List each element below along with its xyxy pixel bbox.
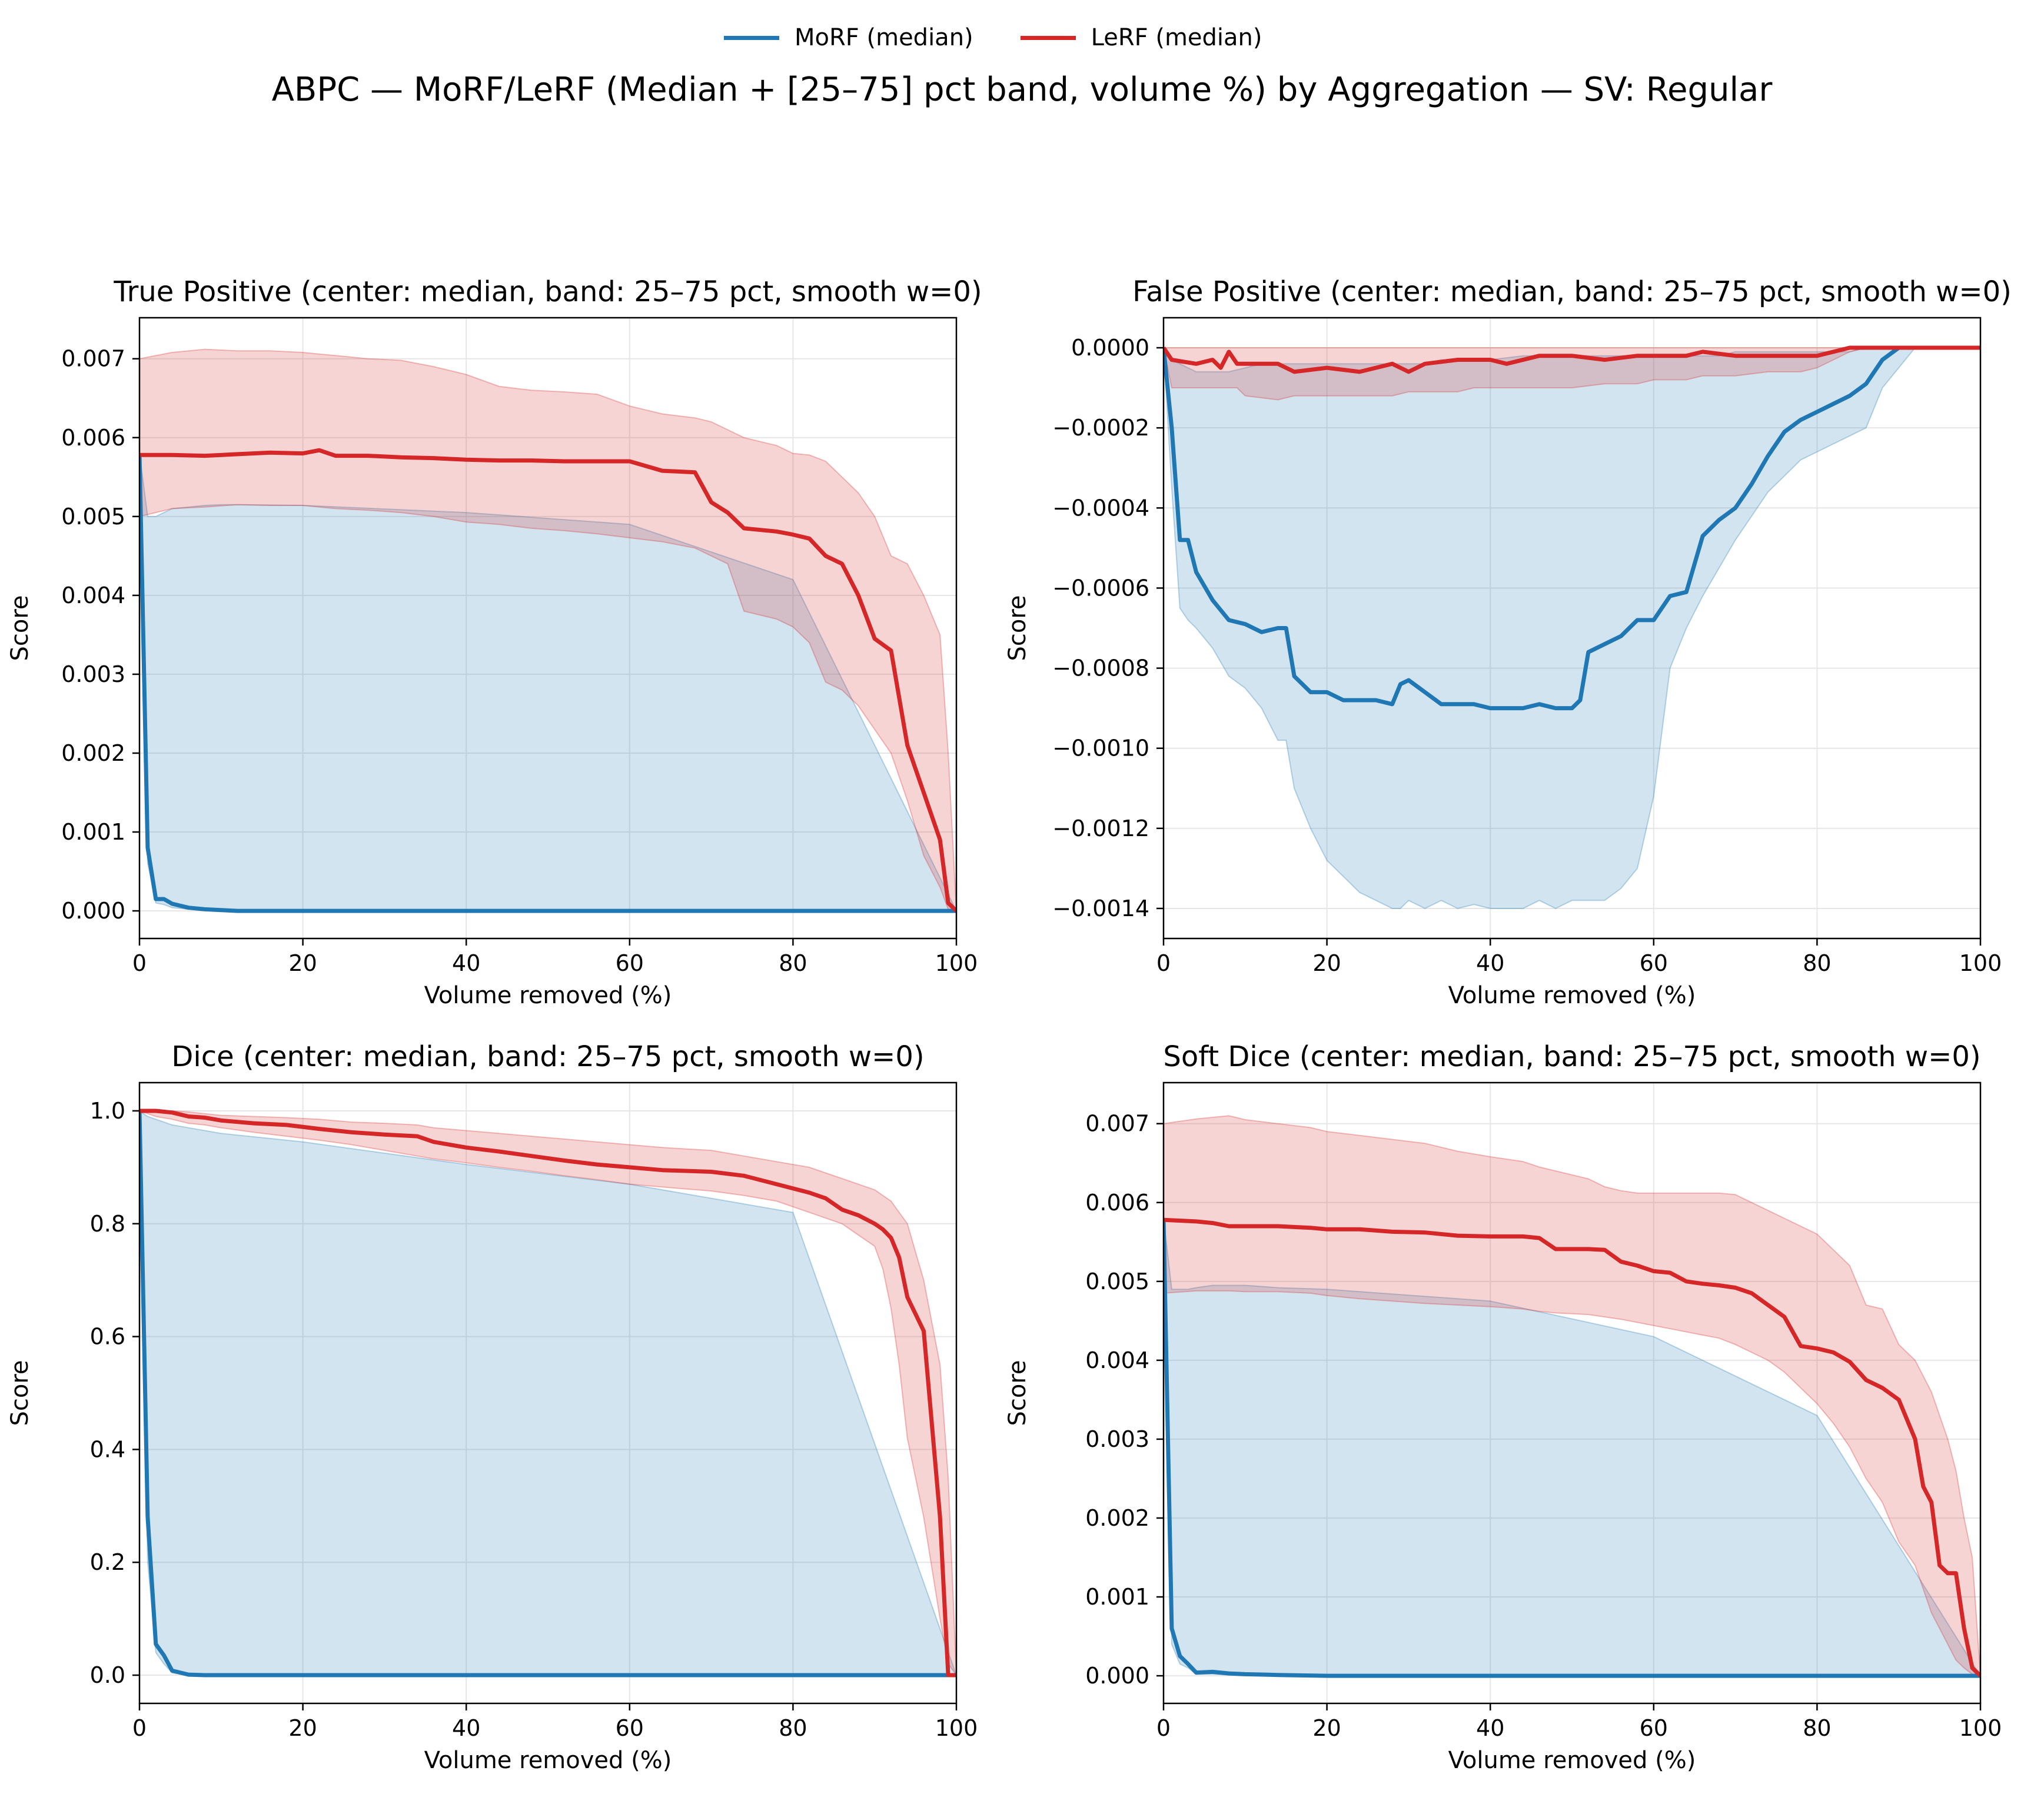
y-tick-label: 0.8 bbox=[90, 1211, 125, 1237]
y-axis-label: Score bbox=[1004, 1360, 1031, 1426]
y-tick-label: 0.004 bbox=[1085, 1347, 1149, 1373]
y-tick-label: 0.2 bbox=[90, 1549, 125, 1575]
legend-swatch-morf bbox=[724, 35, 779, 40]
legend-entry-lerf: LeRF (median) bbox=[1020, 24, 1262, 51]
subplot-title: False Positive (center: median, band: 25… bbox=[1132, 275, 2012, 308]
y-tick-label: 0.007 bbox=[61, 346, 125, 372]
x-tick-label: 100 bbox=[1959, 950, 2002, 976]
y-tick-label: 0.006 bbox=[61, 425, 125, 451]
axes-frame bbox=[1162, 317, 1982, 940]
lerf-band bbox=[139, 1110, 956, 1676]
y-tick-label: 0.002 bbox=[1085, 1505, 1149, 1531]
x-tick-label: 60 bbox=[616, 1715, 644, 1741]
axes-frame bbox=[1162, 1081, 1982, 1705]
x-tick-label: 100 bbox=[1959, 1715, 2002, 1741]
legend-label-morf: MoRF (median) bbox=[795, 24, 973, 51]
x-tick-label: 20 bbox=[1312, 950, 1341, 976]
y-tick-label: 0.005 bbox=[1085, 1269, 1149, 1294]
y-tick-label: −0.0006 bbox=[1052, 575, 1149, 601]
x-tick-label: 40 bbox=[1476, 1715, 1504, 1741]
x-tick-label: 40 bbox=[452, 950, 480, 976]
morf-median-line bbox=[139, 453, 956, 913]
axes-frame bbox=[138, 317, 958, 940]
lerf-median-line bbox=[139, 448, 956, 913]
x-tick-label: 40 bbox=[452, 1715, 480, 1741]
y-axis-label: Score bbox=[1004, 595, 1031, 661]
x-tick-label: 80 bbox=[779, 1715, 807, 1741]
x-axis-label: Volume removed (%) bbox=[424, 1747, 672, 1774]
x-tick-label: 80 bbox=[1803, 1715, 1831, 1741]
x-tick-label: 20 bbox=[288, 950, 317, 976]
y-tick-label: 0.007 bbox=[1085, 1111, 1149, 1137]
x-tick-label: 20 bbox=[288, 1715, 317, 1741]
y-tick-label: −0.0010 bbox=[1052, 735, 1149, 761]
y-tick-label: −0.0004 bbox=[1052, 495, 1149, 521]
y-tick-label: −0.0002 bbox=[1052, 415, 1149, 441]
y-tick-label: 0.000 bbox=[1085, 1663, 1149, 1689]
subplot-true-positive: 0 20 40 60 80 100 0.000 0.001 0.002 0.003 0.004 0.0… bbox=[6, 275, 982, 1009]
y-tick-label: 0.002 bbox=[61, 740, 125, 766]
figure-legend: MoRF (median) LeRF (median) bbox=[724, 20, 1262, 55]
lerf-median-line bbox=[1164, 345, 1980, 374]
x-tick-label: 80 bbox=[779, 950, 807, 976]
y-tick-label: 0.0 bbox=[90, 1662, 125, 1688]
y-tick-label: 0.0000 bbox=[1071, 335, 1149, 361]
lerf-band bbox=[1164, 347, 1980, 401]
y-tick-label: 0.001 bbox=[1085, 1584, 1149, 1610]
subplot-false-positive: 0 20 40 60 80 100 0.0000 −0.0002 −0.0004 −0.0006 −… bbox=[1004, 275, 2012, 1009]
subplot-title: Dice (center: median, band: 25–75 pct, s… bbox=[171, 1040, 924, 1073]
y-axis-label: Score bbox=[6, 1360, 34, 1426]
legend-swatch-lerf bbox=[1020, 35, 1076, 40]
x-tick-label: 0 bbox=[132, 950, 147, 976]
subplot-dice: 0 20 40 60 80 100 0.0 0.2 0.4 0.6 0.8 1.0 Dice (cent… bbox=[6, 1040, 978, 1774]
subplot-title: Soft Dice (center: median, band: 25–75 p… bbox=[1163, 1040, 1980, 1073]
axes-frame bbox=[138, 1081, 958, 1705]
y-axis-label: Score bbox=[6, 595, 34, 661]
y-tick-label: −0.0008 bbox=[1052, 655, 1149, 681]
x-tick-label: 60 bbox=[1640, 1715, 1668, 1741]
lerf-median-line bbox=[139, 1109, 956, 1677]
x-axis-label: Volume removed (%) bbox=[1448, 982, 1696, 1009]
x-tick-label: 60 bbox=[616, 950, 644, 976]
y-tick-label: 0.000 bbox=[61, 898, 125, 924]
x-tick-label: 60 bbox=[1640, 950, 1668, 976]
morf-median-line bbox=[139, 1110, 956, 1677]
y-tick-label: 0.001 bbox=[61, 819, 125, 845]
y-tick-label: 0.004 bbox=[61, 583, 125, 608]
x-axis-label: Volume removed (%) bbox=[424, 982, 672, 1009]
morf-band bbox=[139, 1110, 956, 1676]
x-tick-label: 20 bbox=[1312, 1715, 1341, 1741]
y-tick-label: 0.006 bbox=[1085, 1190, 1149, 1216]
morf-median-line bbox=[1164, 345, 1980, 711]
legend-label-lerf: LeRF (median) bbox=[1091, 24, 1262, 51]
x-tick-label: 40 bbox=[1476, 950, 1504, 976]
morf-median-line bbox=[1164, 1218, 1980, 1678]
y-tick-label: 0.4 bbox=[90, 1436, 125, 1462]
x-tick-label: 80 bbox=[1803, 950, 1831, 976]
x-tick-label: 0 bbox=[1156, 950, 1171, 976]
y-tick-label: 1.0 bbox=[90, 1098, 125, 1124]
x-tick-label: 100 bbox=[935, 1715, 978, 1741]
y-tick-label: −0.0014 bbox=[1052, 896, 1149, 921]
y-tick-label: −0.0012 bbox=[1052, 816, 1149, 841]
y-tick-label: 0.003 bbox=[61, 661, 125, 687]
x-tick-label: 0 bbox=[132, 1715, 147, 1741]
subplot-title: True Positive (center: median, band: 25–… bbox=[113, 275, 982, 308]
subplot-soft-dice: 0 20 40 60 80 100 0.000 0.001 0.002 0.003 0.004 0.0… bbox=[1004, 1040, 2002, 1774]
morf-band bbox=[139, 453, 956, 912]
x-tick-label: 100 bbox=[935, 950, 978, 976]
lerf-median-line bbox=[1164, 1217, 1980, 1677]
y-tick-label: 0.6 bbox=[90, 1324, 125, 1350]
figure-title: ABPC — MoRF/LeRF (Median + [25–75] pct b… bbox=[271, 71, 1773, 109]
y-tick-label: 0.005 bbox=[61, 504, 125, 530]
x-tick-label: 0 bbox=[1156, 1715, 1171, 1741]
y-tick-label: 0.003 bbox=[1085, 1426, 1149, 1452]
x-axis-label: Volume removed (%) bbox=[1448, 1747, 1696, 1774]
legend-entry-morf: MoRF (median) bbox=[724, 24, 973, 51]
